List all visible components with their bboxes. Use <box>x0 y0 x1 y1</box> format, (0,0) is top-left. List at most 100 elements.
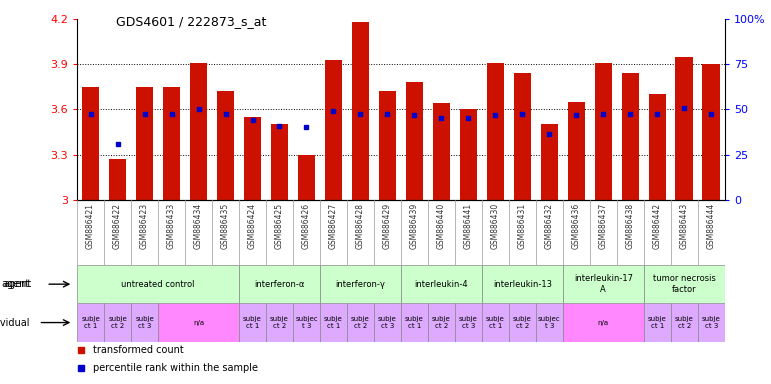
Text: subje
ct 1: subje ct 1 <box>405 316 424 329</box>
Bar <box>320 265 401 303</box>
Bar <box>621 73 639 200</box>
Text: GSM886436: GSM886436 <box>572 203 581 249</box>
Bar <box>563 303 644 342</box>
Bar <box>433 103 450 200</box>
Bar <box>104 303 131 342</box>
Bar <box>482 303 509 342</box>
Text: tumor necrosis
factor: tumor necrosis factor <box>653 275 715 294</box>
Bar <box>540 124 558 200</box>
Bar <box>244 117 261 200</box>
Bar <box>644 265 725 303</box>
Text: subje
ct 1: subje ct 1 <box>81 316 100 329</box>
Bar <box>325 60 342 200</box>
Text: GSM886438: GSM886438 <box>626 203 635 249</box>
Text: GSM886427: GSM886427 <box>329 203 338 249</box>
Text: agent: agent <box>4 279 32 289</box>
Bar <box>406 83 423 200</box>
Text: GSM886422: GSM886422 <box>113 203 122 249</box>
Bar <box>455 303 482 342</box>
Bar <box>77 265 239 303</box>
Text: GSM886442: GSM886442 <box>653 203 662 249</box>
Bar <box>163 87 180 200</box>
Text: GSM886421: GSM886421 <box>86 203 95 249</box>
Bar <box>536 303 563 342</box>
Text: subje
ct 1: subje ct 1 <box>243 316 262 329</box>
Bar <box>428 303 455 342</box>
Text: percentile rank within the sample: percentile rank within the sample <box>93 362 258 373</box>
Text: subje
ct 2: subje ct 2 <box>675 316 694 329</box>
Bar <box>401 303 428 342</box>
Bar <box>217 91 234 200</box>
Bar <box>702 65 720 200</box>
Text: GSM886434: GSM886434 <box>194 203 203 249</box>
Bar <box>698 303 725 342</box>
Bar <box>190 63 207 200</box>
Text: subjec
t 3: subjec t 3 <box>295 316 318 329</box>
Text: GSM886426: GSM886426 <box>302 203 311 249</box>
Bar <box>563 265 644 303</box>
Text: subje
ct 3: subje ct 3 <box>702 316 721 329</box>
Text: GSM886429: GSM886429 <box>383 203 392 249</box>
Bar <box>671 303 698 342</box>
Text: GSM886432: GSM886432 <box>545 203 554 249</box>
Bar <box>320 303 347 342</box>
Bar <box>266 303 293 342</box>
Text: n/a: n/a <box>598 319 609 326</box>
Bar <box>158 303 239 342</box>
Bar <box>298 155 315 200</box>
Text: subje
ct 1: subje ct 1 <box>486 316 505 329</box>
Bar <box>594 63 612 200</box>
Text: subje
ct 1: subje ct 1 <box>324 316 343 329</box>
Text: subje
ct 2: subje ct 2 <box>513 316 532 329</box>
Text: GSM886440: GSM886440 <box>437 203 446 249</box>
Text: subje
ct 2: subje ct 2 <box>432 316 451 329</box>
Text: GSM886430: GSM886430 <box>491 203 500 249</box>
Text: subje
ct 3: subje ct 3 <box>378 316 397 329</box>
Text: untreated control: untreated control <box>121 280 195 289</box>
Bar <box>109 159 126 200</box>
Bar <box>482 265 563 303</box>
Bar <box>675 57 693 200</box>
Text: subje
ct 1: subje ct 1 <box>648 316 667 329</box>
Text: interleukin-13: interleukin-13 <box>493 280 552 289</box>
Text: interferon-γ: interferon-γ <box>335 280 386 289</box>
Bar <box>136 87 153 200</box>
Bar <box>487 63 504 200</box>
Bar <box>239 265 320 303</box>
Text: GSM886425: GSM886425 <box>275 203 284 249</box>
Text: subje
ct 3: subje ct 3 <box>135 316 154 329</box>
Bar <box>271 124 288 200</box>
Text: interleukin-4: interleukin-4 <box>415 280 468 289</box>
Bar <box>379 91 396 200</box>
Bar <box>239 303 266 342</box>
Text: GSM886443: GSM886443 <box>680 203 689 249</box>
Text: subje
ct 2: subje ct 2 <box>270 316 289 329</box>
Text: GSM886444: GSM886444 <box>707 203 715 249</box>
Text: GSM886428: GSM886428 <box>356 203 365 249</box>
Text: transformed count: transformed count <box>93 345 183 356</box>
Text: GSM886437: GSM886437 <box>599 203 608 249</box>
Bar <box>460 109 477 200</box>
Text: GDS4601 / 222873_s_at: GDS4601 / 222873_s_at <box>116 15 266 28</box>
Text: GSM886424: GSM886424 <box>248 203 257 249</box>
Bar <box>352 22 369 200</box>
Bar <box>513 73 531 200</box>
Text: interleukin-17
A: interleukin-17 A <box>574 275 633 294</box>
Bar <box>347 303 374 342</box>
Text: GSM886441: GSM886441 <box>464 203 473 249</box>
Text: interferon-α: interferon-α <box>254 280 305 289</box>
Bar <box>648 94 666 200</box>
Text: n/a: n/a <box>193 319 204 326</box>
Bar <box>567 102 585 200</box>
Text: individual: individual <box>0 318 29 328</box>
Text: subjec
t 3: subjec t 3 <box>538 316 561 329</box>
Bar <box>82 87 99 200</box>
Text: GSM886439: GSM886439 <box>410 203 419 249</box>
Text: agent: agent <box>1 279 29 289</box>
Text: GSM886431: GSM886431 <box>518 203 527 249</box>
Bar <box>644 303 671 342</box>
Text: subje
ct 2: subje ct 2 <box>351 316 370 329</box>
Bar <box>77 303 104 342</box>
Bar <box>131 303 158 342</box>
Text: GSM886423: GSM886423 <box>140 203 149 249</box>
